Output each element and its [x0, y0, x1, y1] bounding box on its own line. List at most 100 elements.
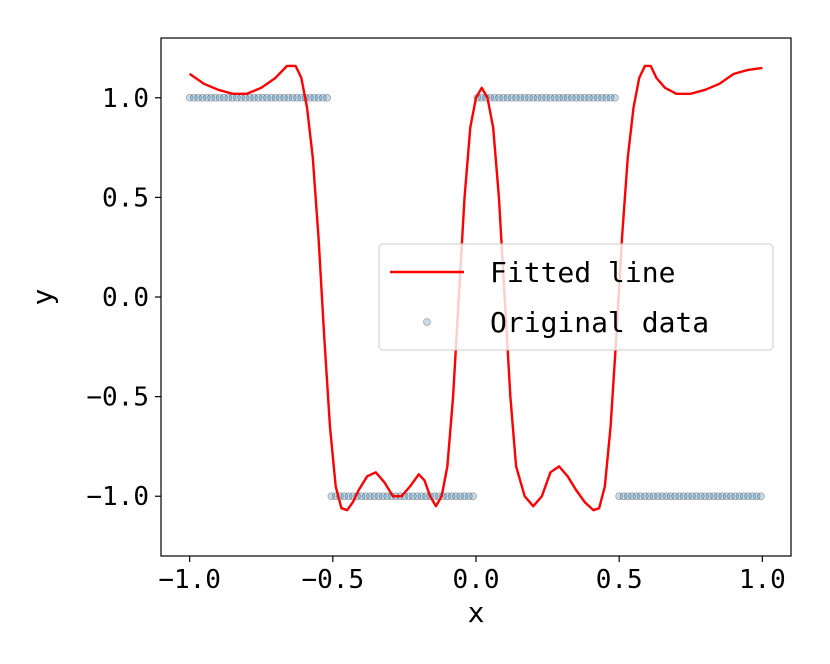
- data-point: [757, 492, 765, 501]
- data-point: [271, 93, 280, 102]
- data-point: [250, 93, 258, 102]
- x-axis-label: x: [468, 596, 485, 629]
- data-point: [460, 492, 469, 501]
- data-point: [542, 93, 551, 102]
- data-point: [709, 492, 718, 501]
- data-point: [671, 492, 679, 501]
- legend-label-original-data: Original data: [490, 306, 709, 339]
- data-point: [641, 492, 649, 501]
- legend-box: [378, 243, 774, 351]
- data-point: [306, 93, 314, 102]
- data-point: [645, 492, 654, 501]
- data-point: [559, 93, 568, 102]
- data-point: [744, 492, 752, 501]
- data-point: [503, 93, 512, 102]
- data-point: [512, 93, 520, 102]
- data-point: [653, 492, 662, 501]
- data-point: [374, 492, 383, 501]
- data-point: [323, 93, 331, 102]
- data-point: [477, 93, 486, 102]
- data-point: [705, 492, 714, 501]
- y-tick-label: 1.0: [102, 84, 149, 114]
- data-point: [215, 93, 224, 102]
- data-point: [593, 93, 602, 102]
- data-point: [658, 492, 667, 501]
- x-tick-label: 0.0: [453, 565, 500, 595]
- data-point: [662, 492, 671, 501]
- data-point: [185, 93, 194, 102]
- x-tick-label: 0.5: [596, 565, 643, 595]
- data-point: [263, 93, 271, 102]
- data-point: [224, 93, 233, 102]
- y-tick-label: −1.0: [86, 482, 149, 512]
- data-point: [525, 93, 533, 102]
- data-point: [314, 93, 323, 102]
- data-point: [452, 492, 460, 501]
- data-point: [344, 492, 353, 501]
- data-point: [615, 492, 624, 501]
- data-point: [284, 93, 293, 102]
- data-point: [632, 492, 641, 501]
- data-point: [202, 93, 211, 102]
- y-tick-label: −0.5: [86, 383, 149, 413]
- x-tick-label: 1.0: [739, 565, 786, 595]
- data-point: [701, 492, 709, 501]
- y-axis-label: y: [26, 289, 59, 306]
- data-point: [537, 93, 546, 102]
- data-point: [529, 93, 538, 102]
- data-point: [649, 492, 658, 501]
- data-point: [619, 492, 628, 501]
- x-tick-label: −0.5: [302, 565, 365, 595]
- data-point: [722, 492, 731, 501]
- data-point: [190, 93, 198, 102]
- data-point: [370, 492, 379, 501]
- data-point: [580, 93, 589, 102]
- data-point: [366, 492, 374, 501]
- data-point: [692, 492, 701, 501]
- data-point: [546, 93, 555, 102]
- data-point: [340, 492, 349, 501]
- data-point: [267, 93, 276, 102]
- data-point: [288, 93, 297, 102]
- data-point: [739, 492, 748, 501]
- y-axis-ticks: −1.0 −0.5 0.0 0.5 1.0: [86, 84, 161, 512]
- data-point: [258, 93, 267, 102]
- data-point: [194, 93, 203, 102]
- original-data-points: [185, 93, 765, 501]
- data-point: [568, 93, 576, 102]
- data-point: [379, 492, 387, 501]
- data-point: [499, 93, 508, 102]
- plot-frame: [160, 37, 792, 557]
- data-point: [404, 492, 413, 501]
- data-point: [752, 492, 761, 501]
- data-point: [245, 93, 254, 102]
- data-point: [675, 492, 684, 501]
- data-point: [516, 93, 525, 102]
- data-point: [636, 492, 645, 501]
- data-point: [361, 492, 370, 501]
- data-point: [447, 492, 456, 501]
- data-point: [220, 93, 228, 102]
- data-point: [409, 492, 417, 501]
- x-axis-ticks: −1.0 −0.5 0.0 0.5 1.0: [158, 556, 786, 595]
- plot-content: [185, 64, 765, 512]
- data-point: [602, 93, 611, 102]
- legend-original-data-swatch: [423, 318, 431, 326]
- legend: Fitted line Original data: [378, 243, 774, 351]
- data-point: [628, 492, 636, 501]
- data-point: [443, 492, 452, 501]
- y-tick-label: 0.0: [102, 283, 149, 313]
- data-point: [623, 492, 632, 501]
- data-point: [589, 93, 598, 102]
- data-point: [735, 492, 744, 501]
- data-point: [456, 492, 465, 501]
- data-point: [507, 93, 516, 102]
- data-point: [490, 93, 499, 102]
- data-point: [666, 492, 675, 501]
- data-point: [357, 492, 366, 501]
- data-point: [563, 93, 572, 102]
- data-point: [585, 93, 594, 102]
- data-point: [688, 492, 697, 501]
- data-point: [679, 492, 688, 501]
